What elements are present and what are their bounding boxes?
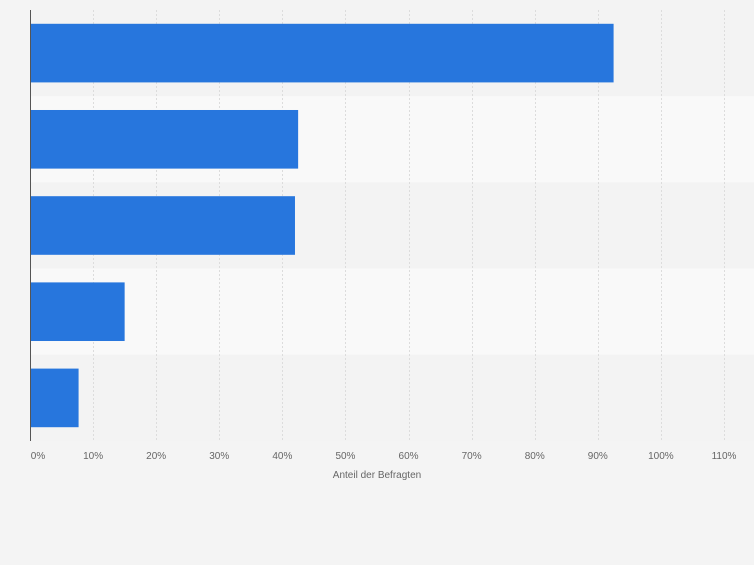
x-tick-label: 90% (588, 451, 608, 462)
x-tick-label: 60% (399, 451, 419, 462)
x-tick-label: 80% (525, 451, 545, 462)
bar (30, 23, 614, 83)
bars (30, 23, 614, 428)
x-tick-label: 30% (209, 451, 229, 462)
x-tick-label: 20% (146, 451, 166, 462)
x-tick-label: 0% (31, 451, 46, 462)
x-tick-label: 100% (648, 451, 674, 462)
bar (30, 196, 295, 255)
row-band (30, 268, 754, 355)
x-tick-label: 10% (83, 451, 103, 462)
x-axis-label: Anteil der Befragten (333, 470, 421, 481)
row-bands (30, 0, 754, 441)
x-axis-tick-labels: 0% 10% 20% 30% 40% 50% 60% 70% 80% 90% 100% 110% (31, 451, 737, 462)
x-tick-label: 40% (272, 451, 292, 462)
row-band (30, 354, 754, 441)
bar (30, 368, 79, 428)
bar (30, 109, 299, 169)
x-tick-label: 110% (712, 451, 737, 462)
x-tick-label: 70% (462, 451, 482, 462)
bar (30, 282, 125, 342)
x-tick-label: 50% (335, 451, 355, 462)
